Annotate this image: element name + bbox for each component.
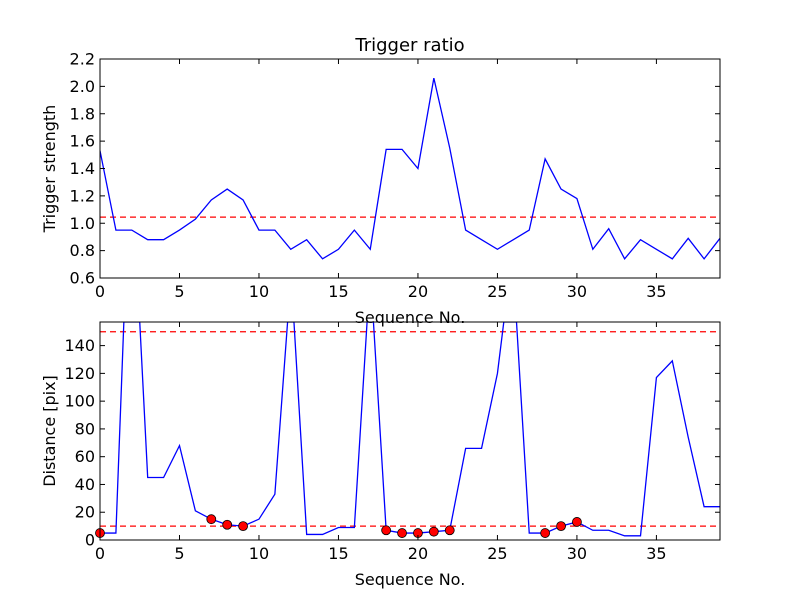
x-tick-label: 0 — [95, 282, 105, 301]
x-tick-label: 20 — [408, 544, 428, 563]
y-tick-label: 140 — [64, 336, 95, 355]
y-tick-label: 100 — [64, 392, 95, 411]
x-tick-label: 0 — [95, 544, 105, 563]
y-tick-label: 1.6 — [70, 132, 95, 151]
y-tick-label: 80 — [75, 419, 95, 438]
trigger-ratio-panel: Trigger ratio Sequence No. Trigger stren… — [40, 35, 721, 327]
x-tick-label: 30 — [567, 282, 587, 301]
y-axis-label: Distance [pix] — [40, 375, 59, 487]
x-tick-label: 35 — [646, 544, 666, 563]
y-tick-label: 2.0 — [70, 77, 95, 96]
data-point — [444, 525, 455, 536]
data-point — [397, 528, 407, 538]
x-tick-label: 30 — [567, 544, 587, 563]
x-tick-label: 5 — [174, 544, 184, 563]
x-tick-label: 10 — [249, 544, 269, 563]
plot-frame — [99, 321, 721, 541]
x-tick-label: 20 — [408, 282, 428, 301]
x-tick-label: 25 — [487, 282, 507, 301]
plot-frame — [99, 58, 721, 279]
y-tick-label: 2.2 — [70, 50, 95, 69]
x-tick-label: 10 — [249, 282, 269, 301]
x-tick-label: 35 — [646, 282, 666, 301]
y-tick-label: 40 — [75, 475, 95, 494]
series-line-0 — [100, 322, 720, 537]
y-axis-label: Trigger strength — [40, 105, 59, 234]
y-tick-label: 20 — [75, 503, 95, 522]
y-tick-label: 1.8 — [70, 104, 95, 123]
x-axis-label: Sequence No. — [355, 570, 466, 589]
y-tick-label: 0 — [85, 531, 95, 550]
x-axis-label: Sequence No. — [355, 308, 466, 327]
data-point — [428, 526, 439, 537]
data-point — [540, 528, 551, 538]
x-tick-label: 15 — [328, 544, 348, 563]
x-tick-label: 5 — [174, 282, 184, 301]
y-tick-label: 60 — [75, 447, 95, 466]
data-point — [556, 521, 566, 532]
series-line-0 — [100, 78, 720, 261]
y-tick-label: 0.8 — [70, 241, 95, 260]
y-tick-label: 0.6 — [70, 269, 95, 288]
x-tick-label: 25 — [487, 544, 507, 563]
y-tick-label: 1.4 — [70, 159, 95, 178]
y-tick-label: 1.0 — [70, 214, 95, 233]
data-point — [206, 514, 217, 525]
distance-panel: Sequence No. Distance [pix] 0 5 10 15 20 25 30… — [40, 321, 721, 589]
y-tick-label: 120 — [64, 364, 95, 383]
y-tick-label: 1.2 — [70, 186, 95, 205]
x-tick-label: 15 — [328, 282, 348, 301]
chart-title: Trigger ratio — [354, 35, 464, 56]
data-point — [572, 517, 582, 527]
data-point — [238, 521, 248, 532]
data-point — [222, 519, 233, 530]
data-point — [381, 525, 392, 536]
